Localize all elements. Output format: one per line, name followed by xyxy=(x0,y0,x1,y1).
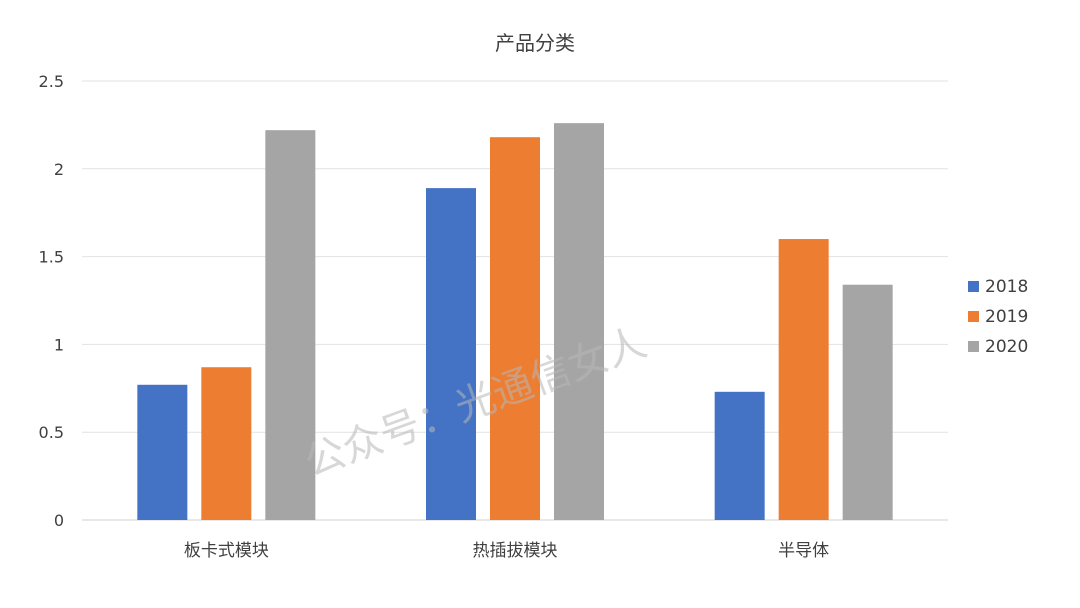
legend: 2018 2019 2020 xyxy=(968,277,1028,357)
y-tick-label: 0 xyxy=(54,511,64,530)
bar-2020 xyxy=(842,284,893,520)
x-category-label: 热插拔模块 xyxy=(473,541,558,561)
y-tick-label: 0.5 xyxy=(39,423,64,442)
y-tick-label: 1.5 xyxy=(39,248,64,267)
bar-2019 xyxy=(778,239,829,521)
legend-swatch-2020 xyxy=(968,341,979,352)
legend-label: 2019 xyxy=(985,307,1028,327)
bar-2018 xyxy=(137,384,188,520)
legend-label: 2018 xyxy=(985,277,1028,297)
bars xyxy=(137,123,893,521)
bar-2018 xyxy=(426,188,476,520)
y-tick-label: 2 xyxy=(54,160,64,179)
axes: 0 0.5 1 1.5 2 2.5 板卡式模块 热插拔模块 半导体 xyxy=(39,72,830,561)
legend-label: 2020 xyxy=(985,337,1028,357)
x-category-label: 半导体 xyxy=(778,541,829,561)
x-category-label: 板卡式模块 xyxy=(184,541,269,561)
bar-2019 xyxy=(490,137,540,520)
legend-swatch-2019 xyxy=(968,311,979,322)
bar-2020 xyxy=(265,130,316,520)
legend-swatch-2018 xyxy=(968,281,979,292)
bar-2019 xyxy=(201,367,252,520)
bar-2018 xyxy=(714,391,765,520)
chart-title: 产品分类 xyxy=(495,31,575,55)
y-tick-label: 2.5 xyxy=(39,72,64,91)
bar-2020 xyxy=(554,123,604,521)
y-tick-label: 1 xyxy=(54,335,64,354)
